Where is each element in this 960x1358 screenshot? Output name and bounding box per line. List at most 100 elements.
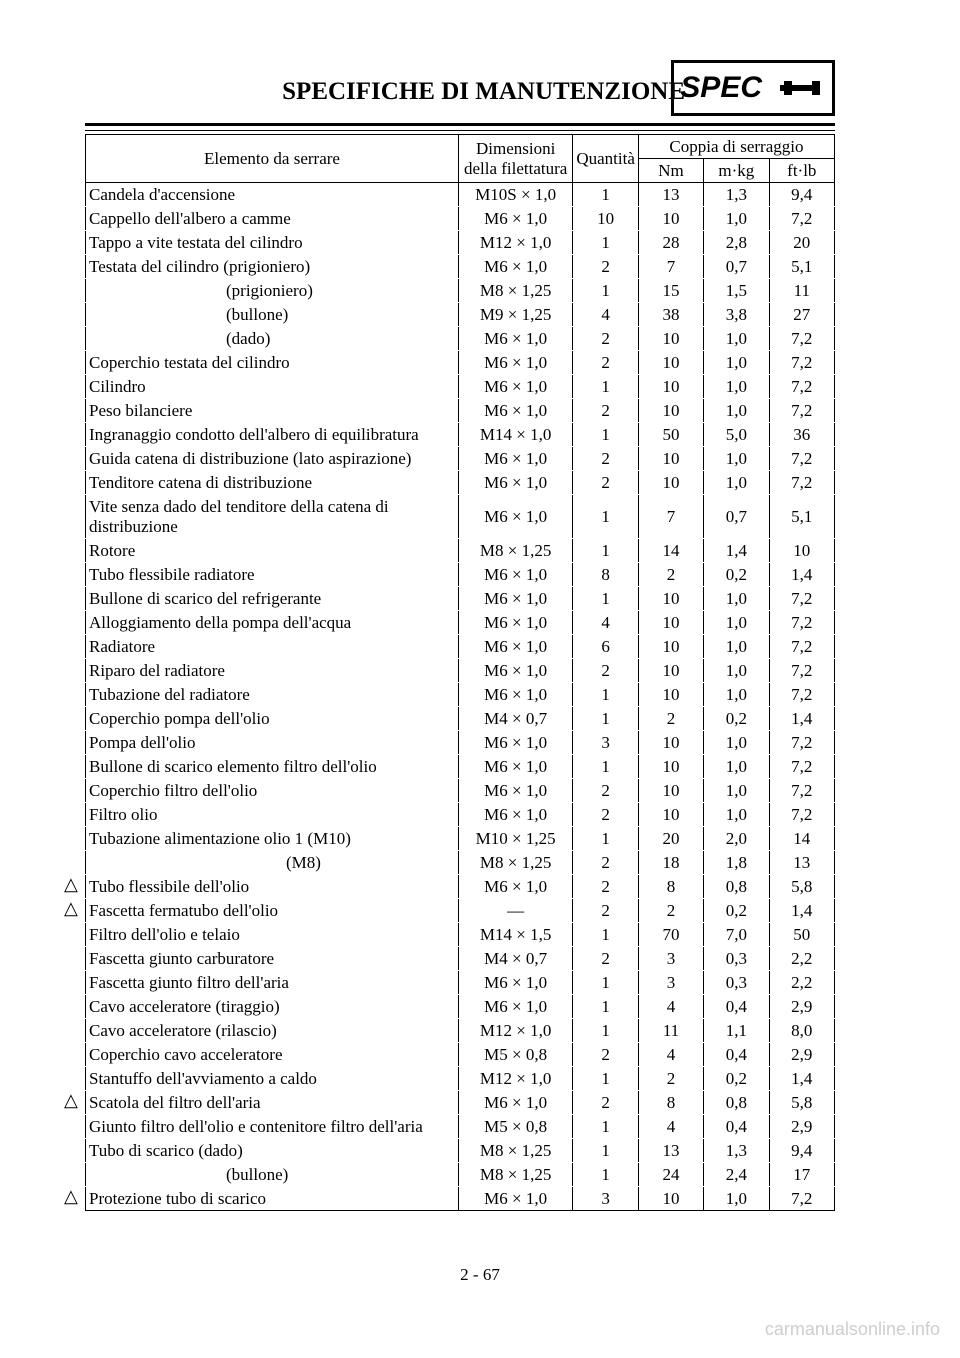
watermark: carmanualsonline.info (765, 1319, 940, 1340)
cell-nm: 10 (638, 375, 703, 399)
cell-mkg: 1,0 (704, 471, 769, 495)
cell-dim: M14 × 1,5 (458, 923, 572, 947)
cell-qty: 1 (573, 827, 639, 851)
cell-item: (bullone) (86, 1163, 459, 1187)
cell-nm: 10 (638, 611, 703, 635)
cell-dim: M6 × 1,0 (458, 207, 572, 231)
cell-mkg: 0,2 (704, 563, 769, 587)
cell-nm: 50 (638, 423, 703, 447)
cell-qty: 2 (573, 779, 639, 803)
cell-qty: 3 (573, 731, 639, 755)
cell-mkg: 0,8 (704, 875, 769, 899)
cell-qty: 1 (573, 923, 639, 947)
cell-nm: 10 (638, 683, 703, 707)
cell-ftlb: 2,2 (769, 971, 834, 995)
cell-ftlb: 7,2 (769, 1187, 834, 1211)
cell-mkg: 0,2 (704, 707, 769, 731)
cell-ftlb: 9,4 (769, 1139, 834, 1163)
table-row: Vite senza dado del tenditore della cate… (86, 495, 835, 539)
cell-dim: M6 × 1,0 (458, 803, 572, 827)
cell-nm: 3 (638, 947, 703, 971)
cell-dim: M6 × 1,0 (458, 471, 572, 495)
cell-ftlb: 9,4 (769, 183, 834, 207)
table-row: Pompa dell'olioM6 × 1,03101,07,2 (86, 731, 835, 755)
page-title: SPECIFICHE DI MANUTENZIONE (282, 78, 685, 106)
cell-dim: M4 × 0,7 (458, 947, 572, 971)
table-row: Fascetta giunto carburatoreM4 × 0,7230,3… (86, 947, 835, 971)
table-row: Tubo di scarico (dado)M8 × 1,251131,39,4 (86, 1139, 835, 1163)
cell-ftlb: 1,4 (769, 899, 834, 923)
cell-qty: 4 (573, 611, 639, 635)
cell-nm: 10 (638, 207, 703, 231)
cell-item: Bullone di scarico elemento filtro dell'… (86, 755, 459, 779)
cell-ftlb: 7,2 (769, 779, 834, 803)
cell-dim: M6 × 1,0 (458, 327, 572, 351)
cell-ftlb: 5,1 (769, 255, 834, 279)
table-row: Coperchio cavo acceleratoreM5 × 0,8240,4… (86, 1043, 835, 1067)
cell-dim: M8 × 1,25 (458, 1139, 572, 1163)
cell-item: Filtro dell'olio e telaio (86, 923, 459, 947)
triangle-icon: △ (64, 898, 78, 919)
cell-item: Cappello dell'albero a camme (86, 207, 459, 231)
wrench-icon (768, 67, 832, 109)
cell-item: Ingranaggio condotto dell'albero di equi… (86, 423, 459, 447)
cell-item: Tappo a vite testata del cilindro (86, 231, 459, 255)
cell-mkg: 7,0 (704, 923, 769, 947)
table-row: Tubo flessibile radiatoreM6 × 1,0820,21,… (86, 563, 835, 587)
cell-dim: M6 × 1,0 (458, 587, 572, 611)
cell-nm: 7 (638, 495, 703, 539)
triangle-icon: △ (64, 1090, 78, 1111)
page-number: 2 - 67 (460, 1265, 500, 1285)
cell-dim: M12 × 1,0 (458, 1067, 572, 1091)
cell-mkg: 1,0 (704, 611, 769, 635)
cell-nm: 18 (638, 851, 703, 875)
cell-nm: 8 (638, 875, 703, 899)
cell-item: Coperchio testata del cilindro (86, 351, 459, 375)
cell-item: Coperchio pompa dell'olio (86, 707, 459, 731)
cell-dim: M6 × 1,0 (458, 875, 572, 899)
cell-nm: 10 (638, 471, 703, 495)
table-row: Cavo acceleratore (rilascio)M12 × 1,0111… (86, 1019, 835, 1043)
cell-nm: 24 (638, 1163, 703, 1187)
cell-dim: M8 × 1,25 (458, 1163, 572, 1187)
cell-qty: 1 (573, 495, 639, 539)
cell-item: Filtro olio (86, 803, 459, 827)
cell-item: Alloggiamento della pompa dell'acqua (86, 611, 459, 635)
cell-qty: 2 (573, 399, 639, 423)
cell-nm: 7 (638, 255, 703, 279)
cell-item: Testata del cilindro (prigioniero) (86, 255, 459, 279)
cell-mkg: 1,0 (704, 1187, 769, 1211)
cell-mkg: 0,7 (704, 255, 769, 279)
cell-nm: 10 (638, 755, 703, 779)
cell-nm: 10 (638, 399, 703, 423)
table-row: Bullone di scarico del refrigeranteM6 × … (86, 587, 835, 611)
cell-item: Fascetta fermatubo dell'olio (86, 899, 459, 923)
cell-dim: M6 × 1,0 (458, 995, 572, 1019)
table-row: Tubazione del radiatoreM6 × 1,01101,07,2 (86, 683, 835, 707)
cell-dim: M4 × 0,7 (458, 707, 572, 731)
cell-mkg: 0,4 (704, 1115, 769, 1139)
cell-nm: 10 (638, 635, 703, 659)
cell-nm: 4 (638, 1043, 703, 1067)
cell-mkg: 0,8 (704, 1091, 769, 1115)
cell-mkg: 1,0 (704, 755, 769, 779)
cell-item: Tubazione alimentazione olio 1 (M10) (86, 827, 459, 851)
cell-dim: M6 × 1,0 (458, 611, 572, 635)
table-row: (M8)M8 × 1,252181,813 (86, 851, 835, 875)
cell-qty: 1 (573, 423, 639, 447)
cell-nm: 14 (638, 539, 703, 563)
cell-dim: — (458, 899, 572, 923)
cell-qty: 2 (573, 255, 639, 279)
cell-ftlb: 50 (769, 923, 834, 947)
cell-ftlb: 5,8 (769, 875, 834, 899)
table-row: Tappo a vite testata del cilindroM12 × 1… (86, 231, 835, 255)
cell-ftlb: 17 (769, 1163, 834, 1187)
cell-item: (M8) (86, 851, 459, 875)
table-row: (bullone)M9 × 1,254383,827 (86, 303, 835, 327)
header-torque-group: Coppia di serraggio (638, 135, 834, 159)
spec-box: SPEC (671, 60, 835, 116)
cell-nm: 20 (638, 827, 703, 851)
cell-item: Cavo acceleratore (rilascio) (86, 1019, 459, 1043)
table-row: Filtro olioM6 × 1,02101,07,2 (86, 803, 835, 827)
cell-dim: M10S × 1,0 (458, 183, 572, 207)
